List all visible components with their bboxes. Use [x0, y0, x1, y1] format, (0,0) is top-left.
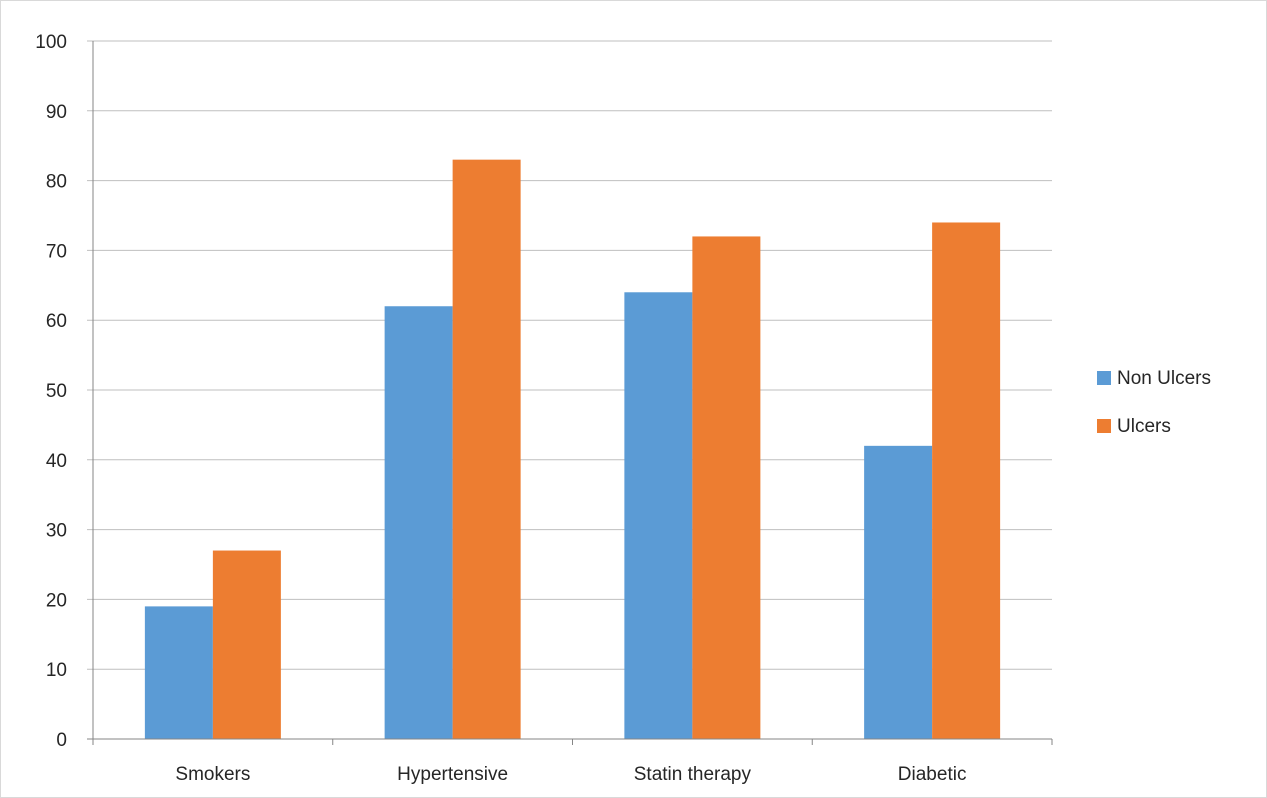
y-tick-label: 100 — [35, 32, 67, 53]
y-tick-label: 10 — [46, 660, 67, 681]
legend-label: Non Ulcers — [1117, 368, 1211, 389]
y-tick-label: 80 — [46, 172, 67, 193]
bar-ulcers-diabetic — [932, 222, 1001, 740]
bar-ulcers-statin-therapy — [692, 236, 761, 739]
bar-non-ulcers-diabetic — [864, 445, 933, 739]
bar-ulcers-smokers — [212, 550, 281, 739]
y-tick-label: 40 — [46, 451, 67, 472]
y-tick-label: 0 — [56, 730, 67, 751]
legend: Non Ulcers Ulcers — [1097, 368, 1211, 437]
bars — [144, 159, 1001, 740]
x-tick-label: Statin therapy — [634, 764, 752, 785]
legend-swatch — [1097, 371, 1111, 385]
axes: 0 10 20 30 40 50 60 70 80 90 100 Smokers Hypertensiv… — [35, 32, 1053, 785]
y-tick-label: 70 — [46, 241, 67, 262]
bar-non-ulcers-statin-therapy — [624, 292, 693, 739]
y-tick-label: 50 — [46, 381, 67, 402]
y-tick-label: 30 — [46, 521, 67, 542]
bar-non-ulcers-hypertensive — [384, 306, 453, 739]
bar-non-ulcers-smokers — [144, 606, 213, 739]
bar-ulcers-hypertensive — [452, 159, 521, 739]
x-tick-label: Hypertensive — [397, 764, 508, 785]
y-tick-label: 20 — [46, 590, 67, 611]
y-tick-label: 90 — [46, 102, 67, 123]
legend-label: Ulcers — [1117, 416, 1171, 437]
x-tick-label: Diabetic — [898, 764, 967, 785]
legend-swatch — [1097, 419, 1111, 433]
x-tick-label: Smokers — [175, 764, 250, 785]
y-tick-label: 60 — [46, 311, 67, 332]
